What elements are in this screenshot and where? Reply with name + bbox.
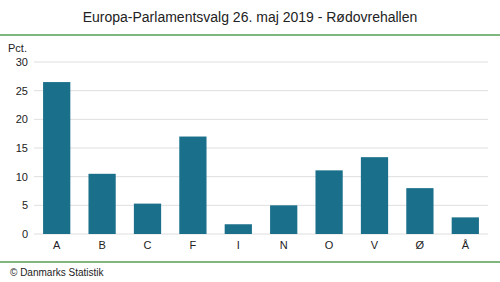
bar: [179, 137, 206, 234]
y-tick-label: 25: [16, 85, 28, 97]
title: Europa-Parlamentsvalg 26. maj 2019 - Rød…: [83, 9, 418, 25]
bar: [134, 204, 161, 234]
bar: [452, 217, 479, 234]
x-tick-label: V: [371, 239, 379, 251]
x-tick-label: O: [325, 239, 334, 251]
grid-line: [34, 90, 488, 91]
x-tick-label: C: [144, 239, 152, 251]
y-tick-label: 20: [16, 113, 28, 125]
footer: © Danmarks Statistik: [10, 267, 105, 278]
bar: [88, 174, 115, 234]
x-tick-label: N: [280, 239, 288, 251]
y-axis: 0 5 10 15 20 25 30: [16, 56, 28, 240]
bar: [406, 188, 433, 234]
y-tick-label: 15: [16, 142, 28, 154]
grid-line: [34, 62, 488, 63]
x-tick-label: I: [237, 239, 240, 251]
y-axis-label: Pct.: [8, 42, 27, 54]
x-tick-label: B: [98, 239, 105, 251]
y-tick-label: 5: [22, 199, 28, 211]
grid-line: [34, 119, 488, 120]
bar: [270, 205, 297, 234]
x-tick-label: F: [190, 239, 197, 251]
y-tick-label: 10: [16, 171, 28, 183]
header-rule: [0, 34, 500, 35]
bars: [43, 82, 479, 234]
grid-line: [34, 148, 488, 149]
footer-rule: [0, 261, 500, 262]
x-axis: ABCFINOVØÅ: [53, 239, 470, 251]
bar: [43, 82, 70, 234]
chart-svg: Europa-Parlamentsvalg 26. maj 2019 - Rød…: [0, 0, 500, 282]
x-tick-label: Ø: [416, 239, 425, 251]
chart-container: Europa-Parlamentsvalg 26. maj 2019 - Rød…: [0, 0, 500, 282]
grid: [34, 62, 488, 234]
bar: [361, 157, 388, 234]
x-tick-label: Å: [462, 239, 470, 251]
bar: [315, 170, 342, 234]
y-tick-label: 0: [22, 228, 28, 240]
y-tick-label: 30: [16, 56, 28, 68]
x-tick-label: A: [53, 239, 61, 251]
bar: [225, 224, 252, 234]
